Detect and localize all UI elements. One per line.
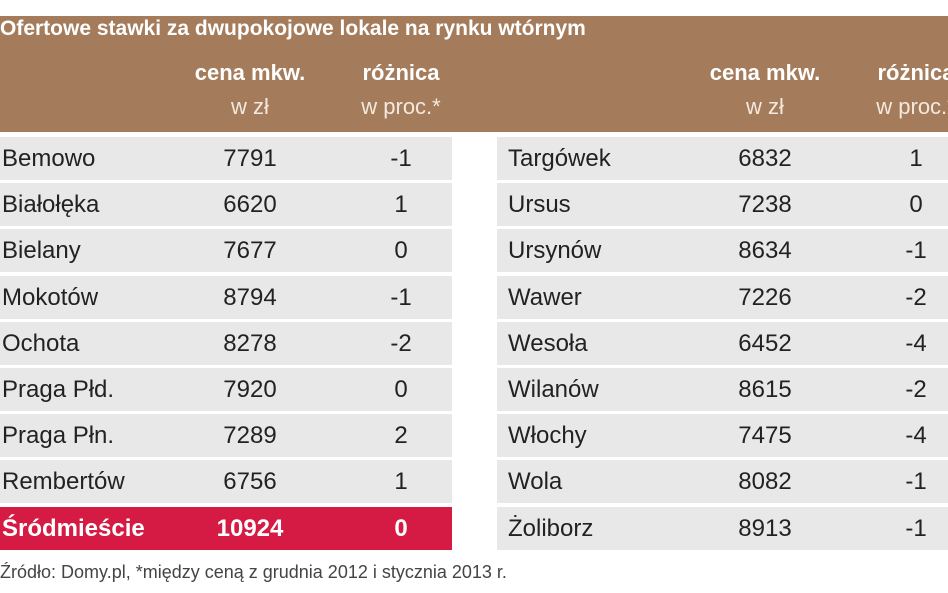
column-header: różnica	[362, 60, 440, 85]
change-cell: 2	[394, 422, 408, 450]
change-cell: -1	[905, 468, 927, 496]
change-cell: -1	[390, 283, 412, 311]
change-cell: -2	[905, 376, 927, 403]
district-name: Śródmieście	[2, 514, 145, 542]
change-cell: -4	[905, 422, 927, 450]
table-row: Targówek 6832 1	[497, 137, 948, 180]
price-cell: 6756	[223, 468, 277, 496]
price-cell: 7677	[223, 237, 277, 265]
price-cell: 7920	[223, 376, 277, 403]
price-cell: 8082	[738, 468, 792, 496]
column-header: cena mkw.	[709, 60, 821, 85]
change-cell: 1	[909, 145, 923, 172]
price-cell: 7475	[738, 422, 792, 450]
price-cell: 7289	[223, 422, 277, 450]
district-name: Mokotów	[2, 283, 99, 311]
table-row: Żoliborz 8913 -1	[497, 506, 948, 550]
table-row: Bemowo 7791 -1	[0, 137, 452, 180]
price-cell: 6620	[223, 191, 277, 219]
table-row: Ursus 7238 0	[497, 183, 948, 227]
district-name: Białołęka	[2, 191, 100, 219]
column-unit: w zł	[231, 94, 269, 119]
table-row: Wilanów 8615 -2	[497, 368, 948, 411]
table-row: Śródmieście 10924 0	[0, 506, 452, 550]
table-row: Wesoła 6452 -4	[497, 321, 948, 365]
price-cell: 8278	[223, 329, 277, 357]
change-cell: -2	[905, 283, 927, 311]
table-row: Rembertów 6756 1	[0, 460, 452, 504]
district-name: Bielany	[2, 237, 81, 265]
change-cell: -2	[390, 329, 412, 357]
table-row: Mokotów 8794 -1	[0, 275, 452, 319]
price-cell: 8794	[223, 283, 277, 311]
district-name: Wilanów	[508, 376, 599, 403]
price-cell: 6452	[738, 329, 792, 357]
district-name: Żoliborz	[508, 514, 594, 542]
price-cell: 8913	[738, 514, 792, 542]
change-cell: -1	[390, 145, 412, 172]
district-name: Wesoła	[508, 329, 588, 357]
district-name: Targówek	[508, 145, 611, 172]
table-row: Praga Płn. 7289 2	[0, 414, 452, 458]
table-row: Białołęka 6620 1	[0, 183, 452, 227]
price-cell: 8634	[738, 237, 792, 265]
change-cell: -1	[905, 514, 927, 542]
change-cell: 0	[394, 514, 408, 542]
district-name: Praga Płn.	[2, 422, 115, 450]
table-row: Włochy 7475 -4	[497, 414, 948, 458]
price-cell: 8615	[738, 376, 792, 403]
price-cell: 10924	[216, 514, 284, 542]
column-header: różnica	[877, 60, 948, 85]
district-name: Rembertów	[2, 468, 125, 496]
table-row: Praga Płd. 7920 0	[0, 368, 452, 411]
column-unit: w proc.*	[876, 94, 948, 119]
price-cell: 7791	[223, 145, 277, 172]
district-name: Ursynów	[508, 237, 602, 265]
district-name: Ursus	[508, 191, 571, 219]
footer: Źródło: Domy.pl, *między ceną z grudnia …	[0, 562, 507, 582]
change-cell: 1	[394, 191, 408, 219]
change-cell: 0	[909, 191, 923, 219]
district-name: Wawer	[508, 283, 582, 311]
price-cell: 7226	[738, 283, 792, 311]
district-name: Bemowo	[2, 145, 96, 172]
table-row: Wola 8082 -1	[497, 460, 948, 504]
change-cell: 0	[394, 376, 408, 403]
table-row: Ursynów 8634 -1	[497, 229, 948, 273]
change-cell: 1	[394, 468, 408, 496]
title: Ofertowe stawki za dwupokojowe lokale na…	[0, 17, 586, 40]
change-cell: -1	[905, 237, 927, 265]
district-name: Praga Płd.	[2, 376, 115, 403]
price-cell: 7238	[738, 191, 792, 219]
district-name: Wola	[508, 468, 563, 496]
column-unit: w proc.*	[361, 94, 441, 119]
table-row: Ochota 8278 -2	[0, 321, 452, 365]
change-cell: 0	[394, 237, 408, 265]
change-cell: -4	[905, 329, 927, 357]
district-name: Ochota	[2, 329, 80, 357]
column-header: cena mkw.	[194, 60, 306, 85]
table-row: Wawer 7226 -2	[497, 275, 948, 319]
price-cell: 6832	[738, 145, 792, 172]
district-name: Włochy	[508, 422, 587, 450]
table-row: Bielany 7677 0	[0, 229, 452, 273]
header-band	[0, 16, 948, 132]
column-unit: w zł	[746, 94, 784, 119]
